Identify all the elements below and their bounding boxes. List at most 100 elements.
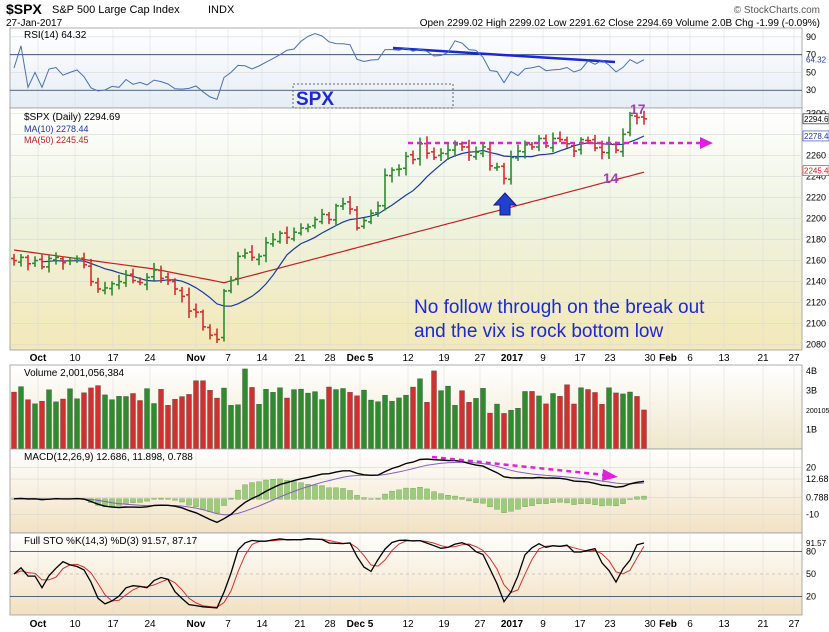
volume-bar [354, 395, 360, 450]
volume-bar [193, 380, 199, 450]
macd-histogram-bar [221, 498, 227, 506]
volume-bar [403, 394, 409, 450]
bottom-x-tick: Dec 5 [347, 619, 374, 630]
price-tick-label: 2260 [806, 150, 826, 160]
price-bar [109, 281, 115, 296]
volume-bar [627, 391, 633, 450]
price-tick-label: 2200 [806, 213, 826, 223]
price-bar [557, 131, 563, 143]
price-bar [578, 137, 584, 155]
price-x-tick: 17 [107, 353, 119, 364]
volume-bar [571, 403, 577, 450]
price-x-tick: 17 [574, 353, 586, 364]
ma10-line [41, 135, 645, 307]
macd-histogram-bar [620, 498, 626, 504]
bottom-x-tick: 21 [757, 619, 769, 630]
volume-bar [228, 405, 234, 450]
macd-histogram-bar [312, 484, 318, 500]
sto-d-line [13, 538, 645, 608]
price-bar [263, 237, 269, 263]
price-bar [375, 201, 381, 217]
macd-histogram-bar [319, 485, 325, 500]
price-bar [242, 248, 248, 259]
price-bar [620, 128, 626, 157]
rsi-last-tag: 64.32 [806, 56, 827, 65]
macd-histogram-bar [424, 488, 430, 500]
macd-histogram-bar [144, 498, 150, 502]
price-x-tick: 14 [256, 353, 268, 364]
bottom-x-tick: 7 [225, 619, 231, 630]
volume-bar [417, 378, 423, 450]
price-last-tag: 2278.44 [804, 132, 829, 141]
price-bar [305, 223, 311, 233]
volume-bar [543, 403, 549, 450]
price-bar [291, 227, 297, 242]
macd-histogram-bar [305, 484, 311, 500]
volume-bar [564, 384, 570, 450]
price-panel: $SPX (Daily) 2294.69 MA(10) 2278.44 MA(5… [9, 83, 803, 351]
price-bar [389, 167, 395, 183]
price-x-tick: 13 [718, 353, 730, 364]
volume-bar [284, 397, 290, 450]
volume-bar [382, 395, 388, 450]
macd-histogram-bar [165, 498, 171, 500]
price-x-tick: 9 [540, 353, 546, 364]
macd-histogram-bar [494, 498, 500, 510]
price-bar [403, 151, 409, 176]
volume-bar [466, 402, 472, 450]
macd-histogram-bar [354, 495, 360, 500]
volume-bar [158, 389, 164, 450]
volume-bar [277, 387, 283, 450]
macd-trend-arrow-line [431, 455, 606, 477]
volume-bar [144, 388, 150, 450]
volume-bar [585, 389, 591, 450]
volume-bar [424, 402, 430, 450]
volume-bar [305, 392, 311, 450]
macd-histogram-bar [557, 498, 563, 503]
price-x-tick: 24 [144, 353, 156, 364]
bottom-x-tick: 27 [788, 619, 800, 630]
macd-histogram-bar [641, 495, 647, 500]
macd-line [13, 458, 645, 524]
price-bar [221, 288, 227, 342]
macd-histogram-bar [431, 491, 437, 500]
volume-bar [200, 380, 206, 450]
price-bar [235, 251, 241, 286]
volume-tick-label: 1B [806, 424, 817, 434]
macd-histogram-bar [326, 487, 332, 500]
price-x-tick: 27 [788, 353, 800, 364]
price-bar [627, 111, 633, 137]
price-bar [60, 256, 66, 270]
price-bar [361, 218, 367, 229]
up-arrow-icon [492, 192, 518, 216]
volume-bar [172, 399, 178, 450]
price-bar [473, 146, 479, 160]
volume-bar [641, 409, 647, 450]
volume-bar [151, 403, 157, 450]
macd-histogram-bar [536, 498, 542, 504]
sto-tick-label: 20 [806, 591, 816, 601]
ma50-line [13, 171, 645, 284]
price-bar [333, 203, 339, 226]
macd-histogram-bar [158, 498, 164, 500]
spx-label: SPX [296, 89, 334, 110]
bottom-x-tick: 9 [540, 619, 546, 630]
stochastic-panel: Full STO %K(14,3) %D(3) 91.57, 87.17 [9, 532, 803, 616]
bottom-x-axis: Oct 10 17 24 Nov 7 14 21 28 Dec 5 12 19 27 2017 9 17 23 3… [30, 619, 800, 630]
volume-bar [326, 386, 332, 450]
price-bar [431, 147, 437, 160]
volume-bar [214, 397, 220, 450]
price-x-tick: 6 [687, 353, 693, 364]
price-bar [53, 252, 59, 265]
volume-tick-label: 2001056384 [806, 408, 829, 415]
volume-bar [487, 412, 493, 450]
spx-label-box: SPX [292, 83, 454, 110]
volume-bar [634, 396, 640, 450]
price-bar [81, 252, 87, 269]
rsi-legend: RSI(14) 64.32 [24, 30, 87, 41]
macd-histogram-bar [242, 484, 248, 500]
volume-bar [81, 392, 87, 450]
macd-histogram-bar [592, 498, 598, 505]
volume-bar [431, 370, 437, 450]
macd-panel: MACD(12,26,9) 12.686, 11.898, 0.788 [9, 448, 803, 534]
